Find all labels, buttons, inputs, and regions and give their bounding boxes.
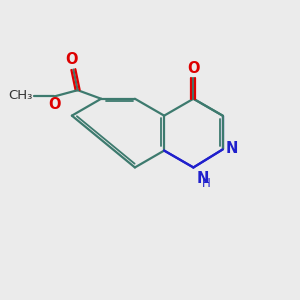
Text: CH₃: CH₃ [8, 89, 32, 102]
Text: O: O [187, 61, 200, 76]
Text: O: O [48, 97, 60, 112]
Text: H: H [202, 177, 211, 190]
Text: O: O [66, 52, 78, 67]
Text: N: N [196, 171, 208, 186]
Text: N: N [226, 141, 238, 156]
